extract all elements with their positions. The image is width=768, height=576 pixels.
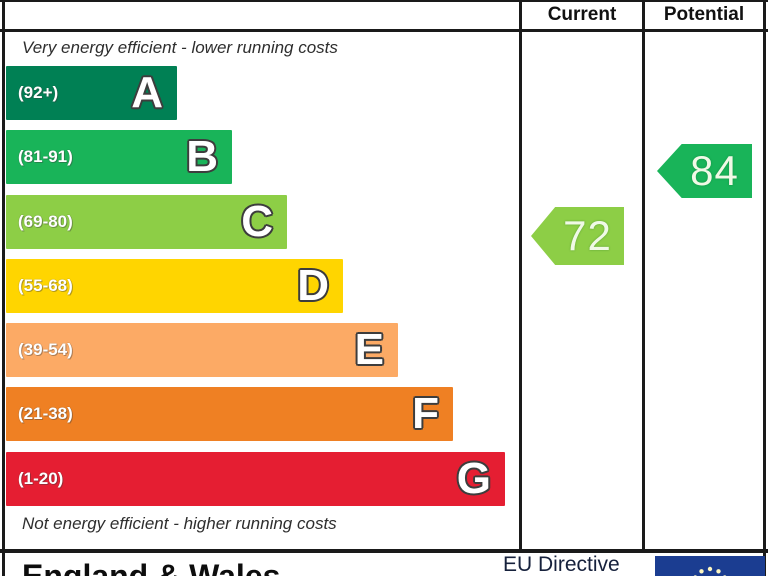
band-a-range: (92+) xyxy=(18,83,59,102)
band-b: (81-91) B xyxy=(6,130,232,184)
current-rating-value: 72 xyxy=(563,212,612,259)
band-a: (92+) A xyxy=(6,66,177,120)
band-e-letter: E xyxy=(354,325,384,374)
bottom-caption: Not energy efficient - higher running co… xyxy=(22,514,337,533)
band-e: (39-54) E xyxy=(6,323,398,377)
band-a-letter: A xyxy=(131,68,163,117)
potential-column-header: Potential xyxy=(663,4,745,25)
band-c-letter: C xyxy=(241,197,273,246)
header-divider-line xyxy=(0,29,768,32)
band-g: (1-20) G xyxy=(6,452,505,506)
band-d: (55-68) D xyxy=(6,259,343,313)
left-border xyxy=(2,0,5,576)
eu-flag-icon xyxy=(655,556,765,576)
potential-column-divider xyxy=(642,0,645,551)
band-f-range: (21-38) xyxy=(18,404,73,423)
right-border xyxy=(763,0,766,576)
band-c-range: (69-80) xyxy=(18,212,73,231)
band-f-letter: F xyxy=(412,389,439,438)
band-b-range: (81-91) xyxy=(18,147,73,166)
band-f: (21-38) F xyxy=(6,387,453,441)
footer-eu-directive-label: EU Directive xyxy=(503,553,620,576)
current-column-divider xyxy=(519,0,522,551)
band-d-range: (55-68) xyxy=(18,276,73,295)
top-caption: Very energy efficient - lower running co… xyxy=(22,38,338,57)
eu-flag-field xyxy=(655,556,765,576)
band-e-range: (39-54) xyxy=(18,340,73,359)
band-g-letter: G xyxy=(456,454,491,503)
potential-rating-value: 84 xyxy=(690,147,739,194)
footer-divider-line xyxy=(0,549,768,553)
footer-region-label: England & Wales xyxy=(22,558,281,576)
band-d-letter: D xyxy=(297,261,329,310)
band-g-range: (1-20) xyxy=(18,469,64,488)
top-border xyxy=(0,0,768,2)
current-rating-arrow: 72 xyxy=(531,207,624,265)
band-c: (69-80) C xyxy=(6,195,287,249)
band-b-letter: B xyxy=(186,132,218,181)
current-column-header: Current xyxy=(547,4,617,25)
potential-rating-arrow: 84 xyxy=(657,144,752,198)
